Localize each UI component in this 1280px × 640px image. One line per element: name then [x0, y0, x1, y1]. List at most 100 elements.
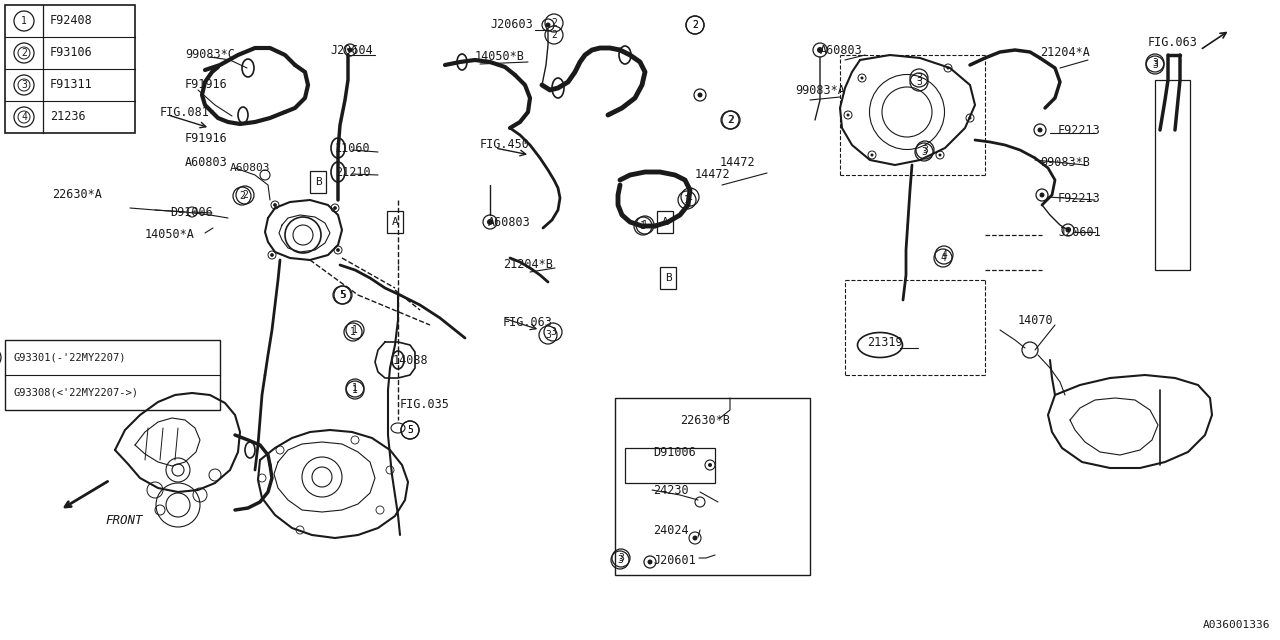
- Text: 2: 2: [692, 20, 698, 30]
- Text: F92213: F92213: [1059, 191, 1101, 205]
- Text: A: A: [662, 217, 668, 227]
- Text: 99083*A: 99083*A: [795, 83, 845, 97]
- Text: 3: 3: [916, 77, 922, 87]
- Circle shape: [846, 113, 850, 116]
- Circle shape: [1065, 227, 1070, 232]
- Text: 99083*C: 99083*C: [186, 49, 234, 61]
- Text: 1: 1: [687, 192, 692, 202]
- Text: 2: 2: [552, 30, 557, 40]
- Text: 1: 1: [640, 221, 646, 231]
- Text: G93308(<'22MY2207->): G93308(<'22MY2207->): [13, 387, 138, 397]
- Text: F93106: F93106: [50, 47, 92, 60]
- Bar: [5, 5, 134, 133]
- Text: A60803: A60803: [186, 157, 228, 170]
- Bar: [625, 448, 716, 483]
- Text: 2: 2: [727, 115, 733, 125]
- Text: 14472: 14472: [719, 156, 755, 168]
- Circle shape: [648, 559, 653, 564]
- Text: 14472: 14472: [695, 168, 731, 182]
- Text: 2: 2: [728, 115, 733, 125]
- Circle shape: [817, 47, 823, 53]
- Text: 14050*A: 14050*A: [145, 228, 195, 241]
- Text: F92408: F92408: [50, 15, 92, 28]
- Text: 3: 3: [617, 555, 623, 565]
- Text: B: B: [664, 273, 672, 283]
- Text: B: B: [315, 177, 321, 187]
- Text: 2: 2: [239, 191, 244, 201]
- Text: FIG.081: FIG.081: [160, 106, 210, 118]
- Text: 1: 1: [20, 16, 27, 26]
- Text: 3: 3: [550, 327, 556, 337]
- Text: 3: 3: [20, 80, 27, 90]
- Bar: [310, 171, 326, 193]
- Text: 2: 2: [242, 190, 248, 200]
- Circle shape: [545, 22, 550, 28]
- Circle shape: [1039, 193, 1044, 198]
- Text: 1: 1: [352, 325, 358, 335]
- Text: 4: 4: [940, 253, 946, 263]
- Text: 22630*B: 22630*B: [680, 413, 730, 426]
- Circle shape: [698, 93, 703, 97]
- Bar: [387, 211, 403, 233]
- Text: F91916: F91916: [186, 131, 228, 145]
- Bar: [614, 398, 810, 575]
- Circle shape: [860, 77, 864, 79]
- Circle shape: [1038, 127, 1042, 132]
- Text: FIG.063: FIG.063: [503, 316, 553, 328]
- Text: 22630*A: 22630*A: [52, 189, 102, 202]
- Text: 5: 5: [340, 290, 346, 300]
- Text: 5: 5: [407, 425, 413, 435]
- Text: J20601: J20601: [1059, 225, 1101, 239]
- Text: F91311: F91311: [50, 79, 92, 92]
- Circle shape: [337, 248, 339, 252]
- Text: 3: 3: [1152, 58, 1158, 68]
- Circle shape: [969, 116, 972, 120]
- Text: 4: 4: [20, 112, 27, 122]
- Text: 21210: 21210: [335, 166, 371, 179]
- Text: FIG.450: FIG.450: [480, 138, 530, 152]
- Text: FIG.035: FIG.035: [399, 397, 449, 410]
- Bar: [5, 340, 220, 410]
- Text: D91006: D91006: [653, 447, 696, 460]
- Text: 1: 1: [643, 220, 648, 230]
- Circle shape: [946, 67, 950, 70]
- Text: A: A: [392, 217, 398, 227]
- Circle shape: [692, 536, 698, 541]
- Text: 2: 2: [20, 48, 27, 58]
- Circle shape: [708, 463, 712, 467]
- Text: 5: 5: [339, 290, 344, 300]
- Text: 1: 1: [349, 327, 356, 337]
- Text: 21204*A: 21204*A: [1039, 45, 1089, 58]
- Text: 3: 3: [922, 147, 927, 157]
- Text: 14050*B: 14050*B: [475, 51, 525, 63]
- Text: 99083*B: 99083*B: [1039, 157, 1089, 170]
- Text: J20603: J20603: [490, 19, 532, 31]
- Text: 21204*B: 21204*B: [503, 259, 553, 271]
- Text: 14088: 14088: [393, 353, 429, 367]
- Text: 3: 3: [545, 330, 550, 340]
- Text: 3: 3: [618, 553, 623, 563]
- Text: 1: 1: [352, 385, 358, 395]
- Text: 2: 2: [692, 20, 698, 30]
- Text: 5: 5: [407, 425, 413, 435]
- Text: F92213: F92213: [1059, 124, 1101, 136]
- Text: A60803: A60803: [488, 216, 531, 228]
- Text: 1: 1: [352, 383, 358, 393]
- Text: 24024: 24024: [653, 524, 689, 536]
- Text: F91916: F91916: [186, 79, 228, 92]
- Circle shape: [347, 47, 352, 52]
- Circle shape: [870, 154, 873, 157]
- Text: J20604: J20604: [330, 44, 372, 56]
- Text: 11060: 11060: [335, 141, 371, 154]
- Circle shape: [486, 219, 493, 225]
- Circle shape: [270, 253, 274, 257]
- Text: D91006: D91006: [170, 207, 212, 220]
- Text: A036001336: A036001336: [1202, 620, 1270, 630]
- Bar: [1155, 80, 1190, 270]
- Text: 21319: 21319: [867, 335, 902, 349]
- Text: 14070: 14070: [1018, 314, 1053, 326]
- Text: FRONT: FRONT: [105, 513, 142, 527]
- Text: 2: 2: [552, 18, 557, 28]
- Text: 21236: 21236: [50, 111, 86, 124]
- Text: 3: 3: [922, 145, 928, 155]
